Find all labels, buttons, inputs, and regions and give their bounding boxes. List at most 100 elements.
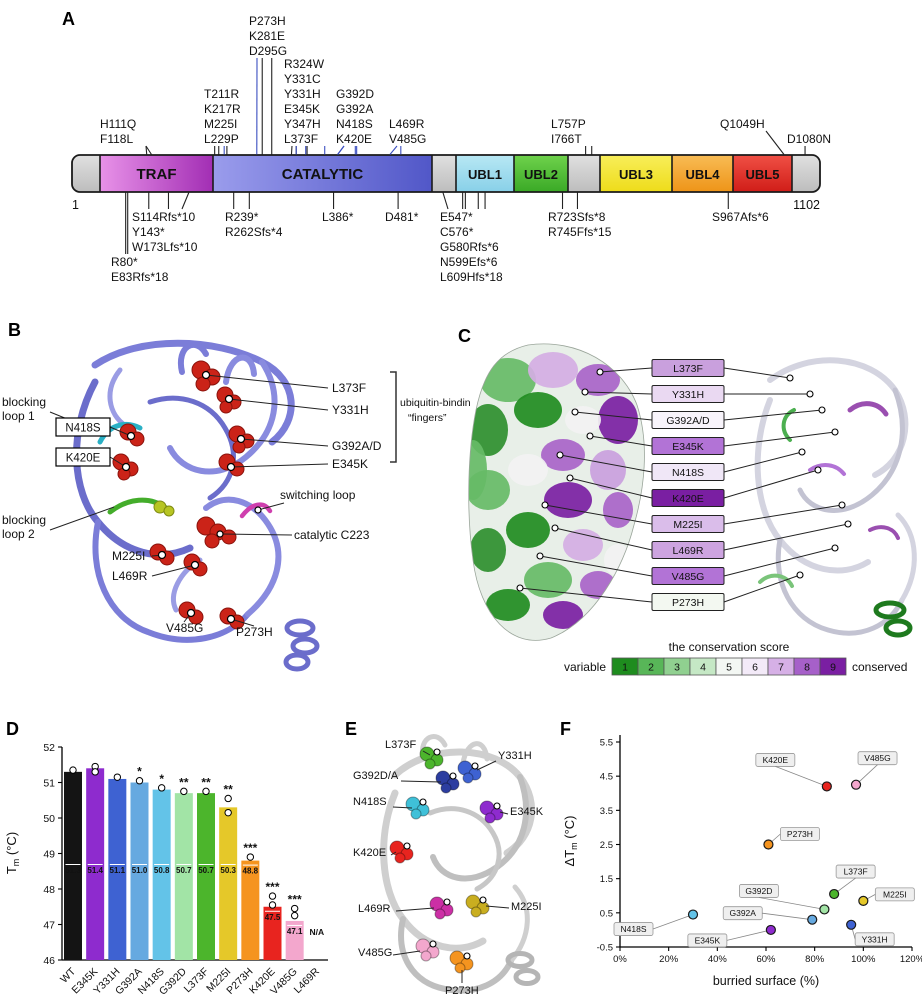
domain-ubl4 bbox=[672, 155, 733, 192]
panel-d-label: D bbox=[6, 719, 19, 739]
panel-c-conservation: C L373F Y331H G392A/D E345K N418S K420E M225I L… bbox=[458, 326, 917, 676]
panel-a-label: A bbox=[62, 9, 75, 29]
conservation-label-box bbox=[651, 463, 725, 481]
conservation-label: E345K bbox=[672, 441, 704, 453]
significance-stars: * bbox=[137, 765, 142, 779]
site-label: V485G bbox=[358, 947, 392, 959]
fingers-bracket bbox=[390, 371, 397, 463]
domain-catalytic bbox=[213, 155, 432, 192]
point-label: Y331H bbox=[862, 934, 888, 944]
missense-mutation-label: E345K bbox=[284, 102, 320, 116]
site-label: M225I bbox=[511, 901, 542, 913]
domain-linker1 bbox=[432, 155, 456, 192]
replicate-point bbox=[91, 768, 99, 776]
conservation-label-box bbox=[651, 359, 725, 377]
truncating-mutation-label: D481* bbox=[385, 210, 419, 224]
y-axis-tick: 3.5 bbox=[600, 806, 613, 817]
point-label-box bbox=[874, 887, 915, 902]
truncating-mutation-label: R239* bbox=[225, 210, 259, 224]
significance-stars: * bbox=[159, 772, 164, 786]
point-label: V485G bbox=[864, 753, 890, 763]
site-label: L469R bbox=[358, 903, 390, 915]
switching-loop-strand bbox=[239, 502, 273, 519]
mutation-leader-line bbox=[290, 145, 293, 155]
conservation-label: M225I bbox=[673, 519, 702, 531]
replicate-point bbox=[246, 853, 255, 861]
conservation-scale-number: 7 bbox=[778, 662, 784, 674]
significance-stars: ** bbox=[201, 775, 211, 789]
mutation-leader-line bbox=[145, 145, 148, 155]
significance-stars: ** bbox=[179, 775, 189, 789]
scale-variable-label: variable bbox=[564, 660, 606, 674]
missense-mutation-label: Y331C bbox=[284, 72, 321, 86]
conservation-label: P273H bbox=[672, 597, 704, 609]
fingers-label: “fingers” bbox=[408, 412, 447, 424]
significance-stars: *** bbox=[243, 841, 257, 855]
blocking-loop-2-label: blocking bbox=[2, 513, 46, 527]
conservation-scale-title: the conservation score bbox=[669, 640, 790, 654]
tm-bar bbox=[197, 793, 215, 960]
conservation-label-box bbox=[651, 385, 725, 403]
mutation-leader-line bbox=[442, 192, 449, 210]
y-axis-tick: 2.5 bbox=[600, 840, 613, 851]
panel-b-label: B bbox=[8, 320, 21, 340]
truncating-mutation-label: W173Lfs*10 bbox=[132, 240, 198, 254]
panel-a-domain-map: A TRAF CATALYTIC UBL1 UBL2 UBL3 UBL4 UBL5 1 1102… bbox=[62, 9, 831, 284]
scatter-point bbox=[850, 779, 862, 790]
x-axis-tick: 20% bbox=[659, 954, 679, 965]
site-label: Y331H bbox=[332, 403, 369, 417]
replicate-point bbox=[224, 808, 232, 817]
site-label: P273H bbox=[445, 985, 479, 997]
blocking-loop-1-label: loop 1 bbox=[2, 409, 35, 423]
truncating-mutation-label: S967Afs*6 bbox=[712, 210, 769, 224]
missense-mutation-label: D1080N bbox=[787, 132, 831, 146]
point-label-box bbox=[613, 922, 654, 936]
conservation-scale-number: 6 bbox=[752, 662, 758, 674]
truncating-mutation-label: E547* bbox=[440, 210, 473, 224]
conservation-label-box bbox=[651, 515, 725, 533]
mutation-spheres bbox=[112, 360, 255, 630]
bar-value-label: 48.8 bbox=[243, 867, 259, 876]
conservation-label: G392A/D bbox=[666, 415, 710, 427]
conservation-label: K420E bbox=[672, 493, 704, 505]
truncating-mutation-label: R80* bbox=[111, 255, 138, 269]
site-label: N418S bbox=[353, 796, 387, 808]
panel-b-structure: B L373F Y331H G392A/D E345K N418S K420E M225I L… bbox=[2, 320, 470, 672]
panel-c-label: C bbox=[458, 326, 471, 346]
panel-f-label: F bbox=[560, 719, 571, 739]
point-label: L373F bbox=[844, 867, 868, 877]
x-axis-tick: 100% bbox=[851, 954, 876, 965]
bar-value-label: 50.7 bbox=[176, 866, 192, 875]
bar-value-label: 47.5 bbox=[265, 913, 281, 922]
conservation-scale-cell bbox=[819, 657, 847, 676]
replicate-point bbox=[224, 794, 232, 803]
bar-value-label: 51.1 bbox=[110, 866, 126, 875]
scatter-point bbox=[765, 924, 776, 936]
missense-mutation-label: V485G bbox=[389, 132, 426, 146]
domain-ubl5 bbox=[733, 155, 792, 192]
truncating-mutation-label: C576* bbox=[440, 225, 474, 239]
mutation-sphere-cluster bbox=[449, 950, 474, 974]
x-axis-tick: 120% bbox=[900, 954, 922, 965]
tm-bar bbox=[219, 807, 238, 960]
replicate-point bbox=[268, 901, 277, 909]
conservation-scale-number: 8 bbox=[804, 662, 810, 674]
x-axis-tick: 40% bbox=[708, 954, 728, 965]
truncating-mutation-label: R745Ffs*15 bbox=[548, 225, 612, 239]
y-axis-tick: 48 bbox=[43, 884, 55, 896]
tm-bar bbox=[130, 782, 149, 960]
y-axis-tick: 52 bbox=[43, 742, 55, 754]
replicate-point bbox=[202, 787, 210, 796]
y-axis-tick: 0.5 bbox=[600, 908, 613, 919]
x-axis-category: L469R bbox=[292, 965, 323, 996]
bar-na-label: N/A bbox=[310, 927, 325, 937]
panel-e-label: E bbox=[345, 719, 357, 739]
bar-value-label: 51.3 bbox=[65, 866, 81, 875]
point-label-box bbox=[857, 751, 898, 766]
point-label-box bbox=[854, 932, 895, 947]
x-axis-tick: 0% bbox=[613, 954, 627, 965]
tm-bar bbox=[241, 860, 260, 960]
domain-cap-right bbox=[792, 155, 820, 192]
y-axis-tick: 4.5 bbox=[600, 772, 613, 783]
